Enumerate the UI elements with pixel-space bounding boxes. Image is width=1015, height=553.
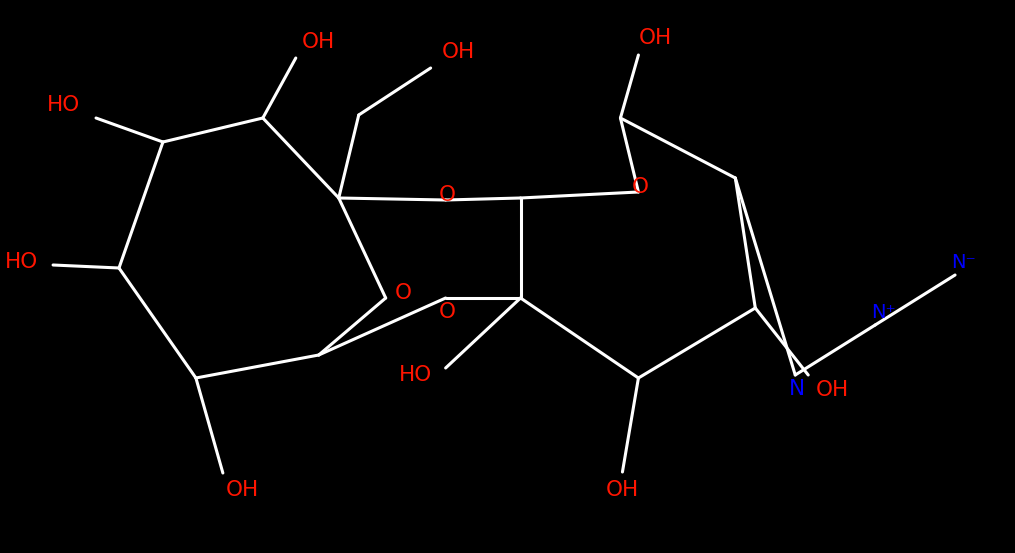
Text: O: O <box>632 177 649 197</box>
Text: O: O <box>395 283 412 303</box>
Text: OH: OH <box>638 28 672 48</box>
Text: HO: HO <box>4 252 38 272</box>
Text: OH: OH <box>442 42 475 62</box>
Text: OH: OH <box>302 32 335 52</box>
Text: N: N <box>790 379 805 399</box>
Text: OH: OH <box>816 380 849 400</box>
Text: OH: OH <box>606 480 639 500</box>
Text: N⁺: N⁺ <box>871 304 895 322</box>
Text: O: O <box>439 185 456 205</box>
Text: O: O <box>439 302 456 322</box>
Text: N⁻: N⁻ <box>951 253 975 273</box>
Text: HO: HO <box>47 95 80 115</box>
Text: HO: HO <box>399 365 432 385</box>
Text: OH: OH <box>226 480 260 500</box>
